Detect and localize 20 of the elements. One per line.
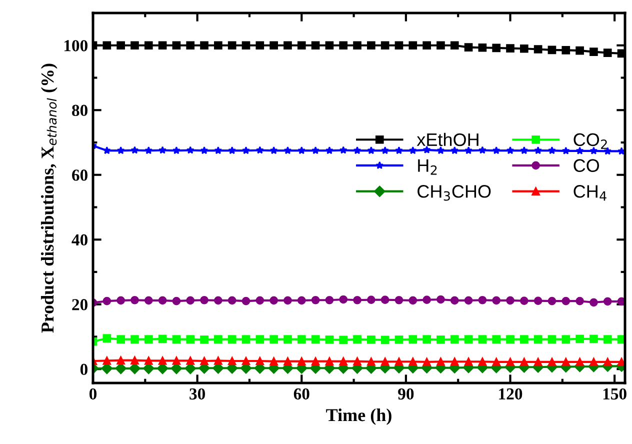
- y-tick-label: 0: [80, 364, 88, 376]
- legend-label: H$_{2}$: [418, 159, 437, 175]
- legend-label: CH$_{4}$: [574, 185, 606, 201]
- x-tick-label: 30: [190, 388, 206, 400]
- legend-label: CO: [574, 159, 600, 172]
- y-tick-label: 20: [72, 299, 88, 310]
- legend-label: CH$_{3}$CHO: [418, 185, 491, 201]
- y-tick-label: 60: [72, 170, 88, 181]
- y-tick-label: 40: [72, 234, 88, 246]
- x-tick-label: 0: [89, 388, 97, 400]
- x-tick-label: 60: [294, 388, 310, 400]
- y-tick-label: 80: [72, 104, 88, 116]
- x-axis-title: Time (h): [326, 408, 392, 425]
- y-axis-title: Product distributions, X$_{ethanol}$ (%): [40, 64, 58, 333]
- legend-label: xEthOH: [416, 132, 478, 146]
- x-tick-label: 150: [603, 388, 626, 400]
- legend-label: CO$_{2}$: [574, 133, 607, 149]
- x-tick-label: 120: [499, 388, 522, 400]
- y-tick-label: 100: [64, 40, 88, 52]
- x-tick-label: 90: [398, 388, 414, 400]
